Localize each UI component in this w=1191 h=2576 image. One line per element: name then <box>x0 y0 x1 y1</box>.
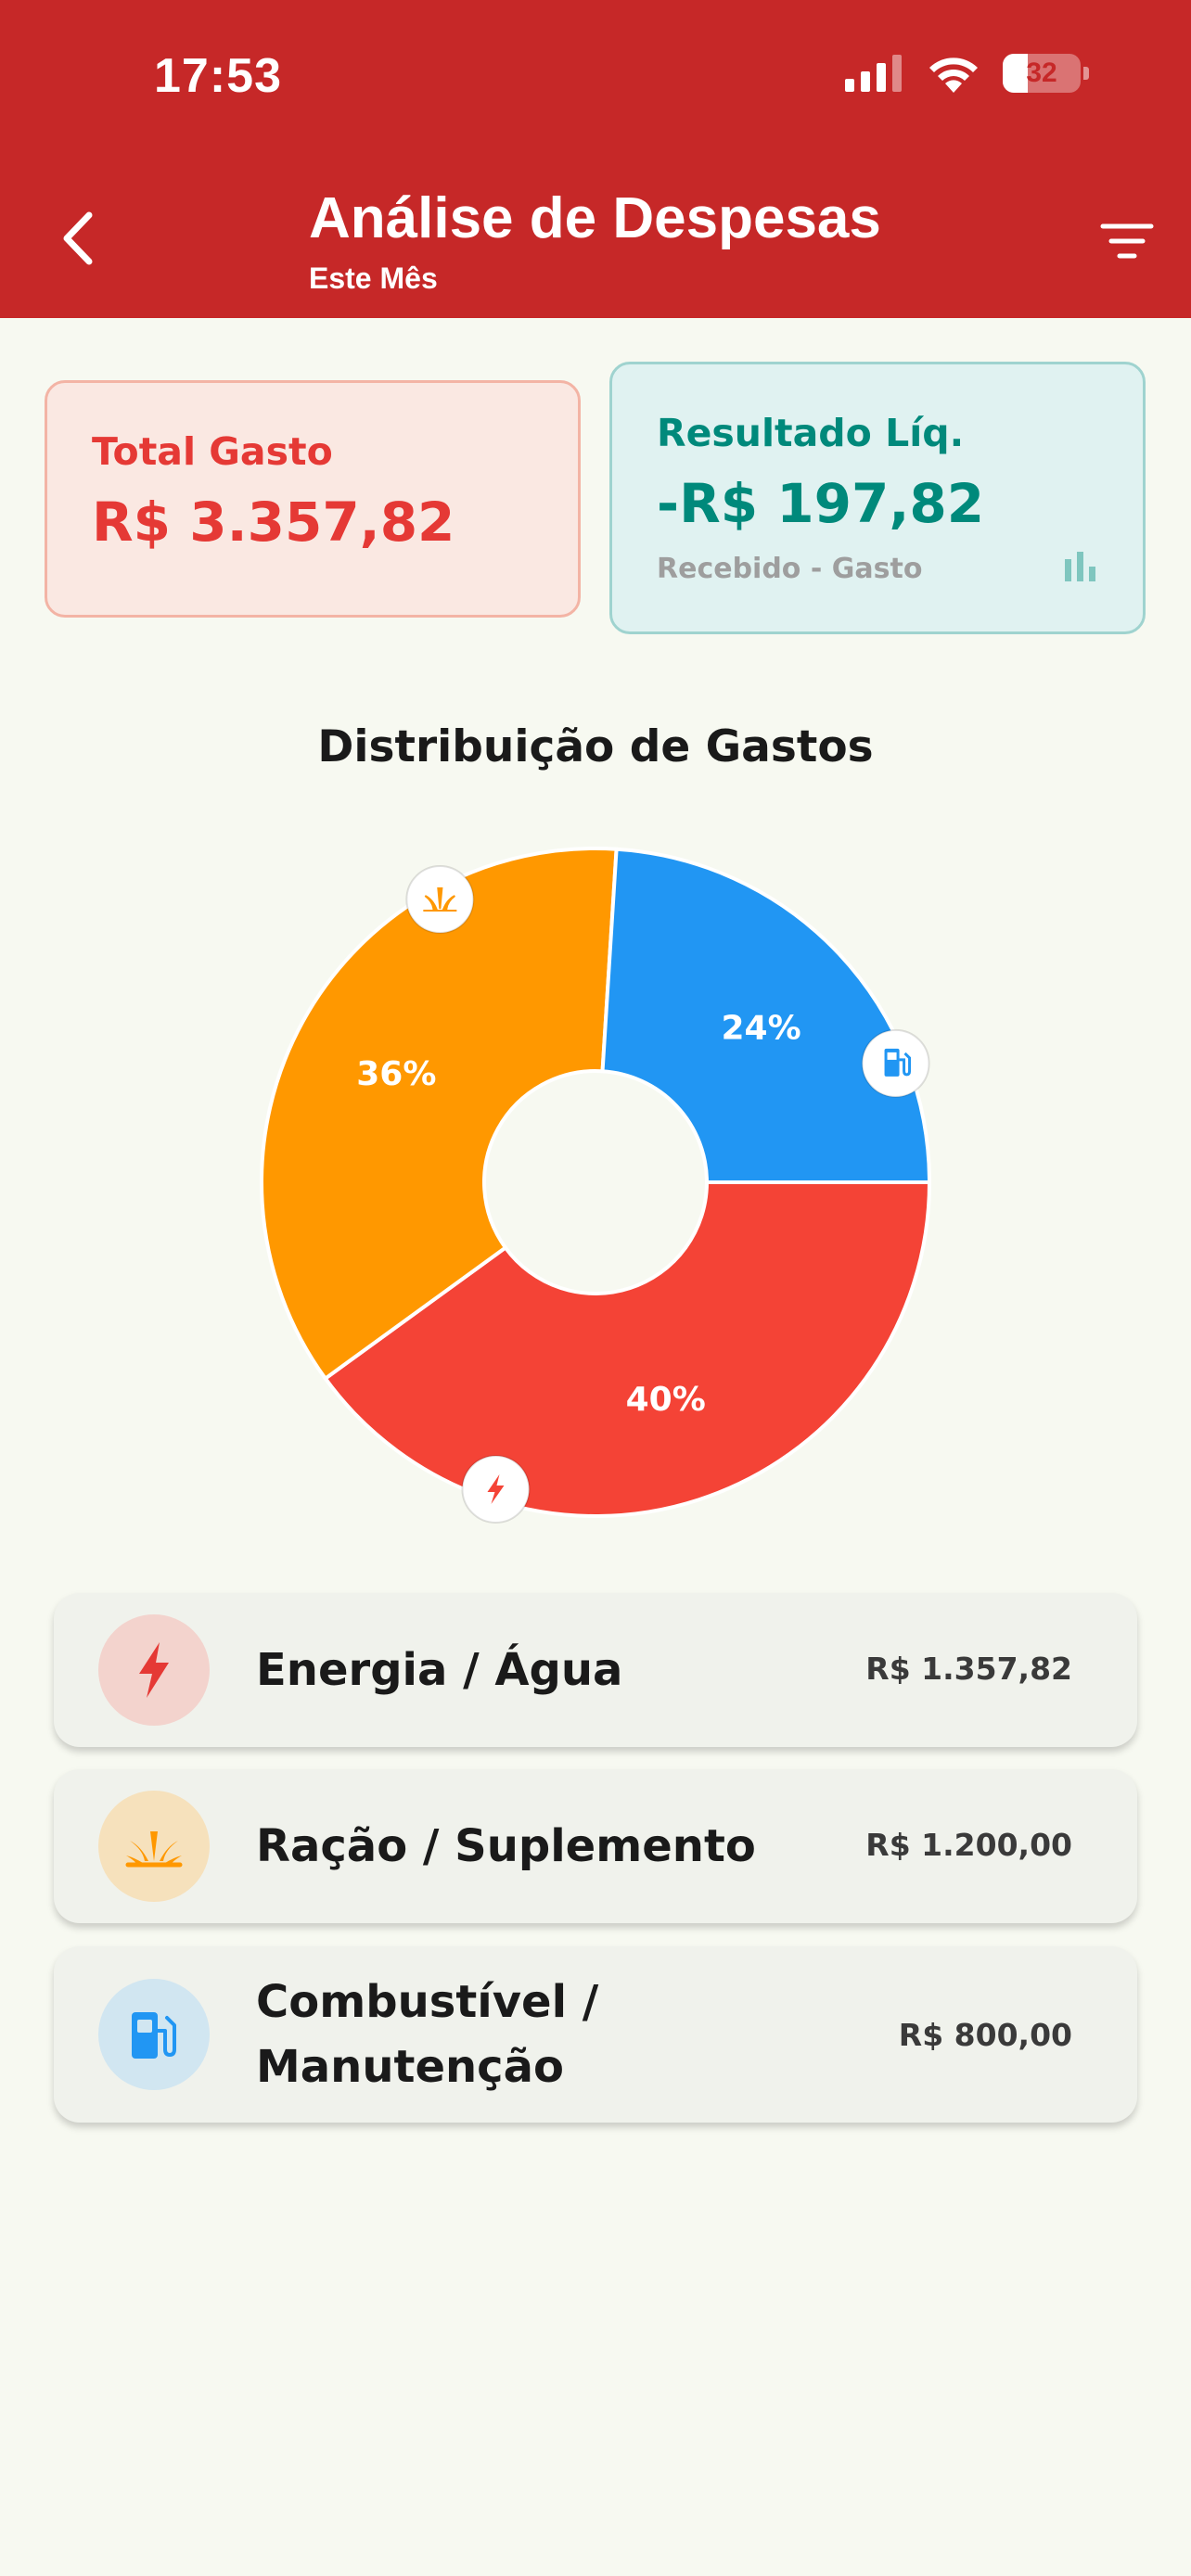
gas-station-icon <box>861 1028 930 1098</box>
app-header: 17:53 32 Análise de Despesas Este Mês <box>0 0 1191 318</box>
category-value: R$ 1.357,82 <box>865 1651 1072 1687</box>
net-result-note: Recebido - Gasto <box>657 553 923 585</box>
category-icon-circle <box>98 1614 210 1726</box>
category-name-line2: Manutenção <box>256 2041 564 2093</box>
bar-chart-icon <box>1065 552 1095 581</box>
category-value: R$ 800,00 <box>898 2017 1072 2053</box>
pie-label-0: 40% <box>626 1381 706 1419</box>
pie-label-1: 36% <box>356 1055 436 1093</box>
signal-icon <box>845 55 902 92</box>
category-icon-circle <box>98 1979 210 2090</box>
category-name: Combustível / Manutenção <box>256 1970 598 2099</box>
category-item-feed[interactable]: Ração / Suplemento R$ 1.200,00 <box>54 1769 1137 1923</box>
back-button[interactable] <box>50 206 106 271</box>
net-result-card: Resultado Líq. -R$ 197,82 Recebido - Gas… <box>609 362 1146 634</box>
category-item-energy[interactable]: Energia / Água R$ 1.357,82 <box>54 1593 1137 1747</box>
category-name: Energia / Água <box>256 1644 623 1696</box>
gas-station-icon <box>132 2012 176 2059</box>
category-icon-circle <box>98 1791 210 1902</box>
total-spent-label: Total Gasto <box>92 429 333 474</box>
category-item-fuel[interactable]: Combustível / Manutenção R$ 800,00 <box>54 1946 1137 2123</box>
net-result-value: -R$ 197,82 <box>657 472 985 535</box>
category-value: R$ 1.200,00 <box>865 1827 1072 1863</box>
filter-button[interactable] <box>1095 215 1159 267</box>
expense-pie-chart: 40% 36% 24% <box>260 847 932 1524</box>
pie-label-2: 24% <box>722 1009 801 1047</box>
bolt-icon <box>139 1642 169 1698</box>
total-spent-value: R$ 3.357,82 <box>92 491 455 554</box>
total-spent-card: Total Gasto R$ 3.357,82 <box>45 380 581 618</box>
status-time: 17:53 <box>154 49 282 103</box>
category-name-line1: Combustível / <box>256 1976 599 2028</box>
category-name: Ração / Suplemento <box>256 1820 756 1872</box>
filter-icon <box>1100 223 1154 259</box>
bolt-icon <box>461 1454 531 1524</box>
battery-level: 32 <box>1026 57 1057 88</box>
chevron-left-icon <box>63 211 93 265</box>
battery-indicator: 32 <box>1003 54 1081 93</box>
pie-slice-2[interactable] <box>600 847 932 1184</box>
wifi-icon <box>929 57 978 93</box>
pie-slice-0[interactable] <box>322 1180 932 1518</box>
net-result-label: Resultado Líq. <box>657 411 965 455</box>
grass-icon <box>405 865 475 935</box>
page-title: Análise de Despesas <box>309 186 881 250</box>
pie-slice-1[interactable] <box>260 847 619 1382</box>
page-subtitle: Este Mês <box>309 261 438 295</box>
grass-icon <box>125 1831 183 1868</box>
status-icons: 32 <box>845 54 1089 93</box>
chart-title: Distribuição de Gastos <box>317 721 874 772</box>
